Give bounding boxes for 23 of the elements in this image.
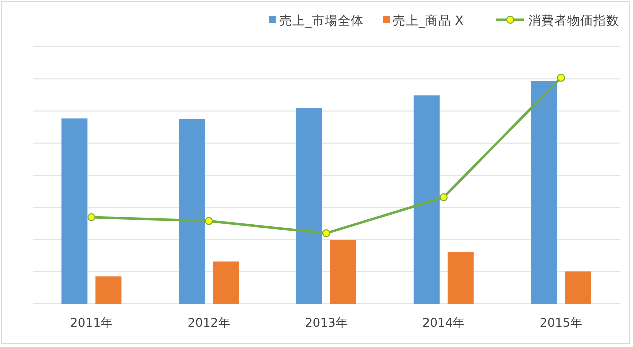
- bar: [448, 252, 474, 304]
- bar: [565, 272, 592, 304]
- x-tick-label: 2015年: [540, 316, 583, 330]
- legend-label: 売上_商品 X: [393, 13, 464, 28]
- point: [440, 194, 448, 202]
- bar: [414, 96, 440, 304]
- bar: [296, 108, 322, 304]
- x-tick-label: 2013年: [305, 316, 348, 330]
- point: [322, 229, 330, 238]
- x-tick-label: 2012年: [188, 316, 230, 330]
- bar: [213, 262, 240, 304]
- bar: [179, 119, 206, 304]
- point: [88, 213, 96, 222]
- x-tick-label: 2011年: [70, 316, 113, 330]
- bar: [531, 81, 558, 304]
- bar: [62, 118, 88, 304]
- x-tick-label: 2014年: [422, 316, 466, 330]
- legend-label: 消費者物価指数: [528, 13, 620, 28]
- point: [557, 74, 566, 82]
- point: [205, 217, 214, 226]
- bar: [96, 276, 122, 304]
- legend-label: 売上_市場全体: [280, 13, 364, 28]
- bar: [330, 240, 356, 304]
